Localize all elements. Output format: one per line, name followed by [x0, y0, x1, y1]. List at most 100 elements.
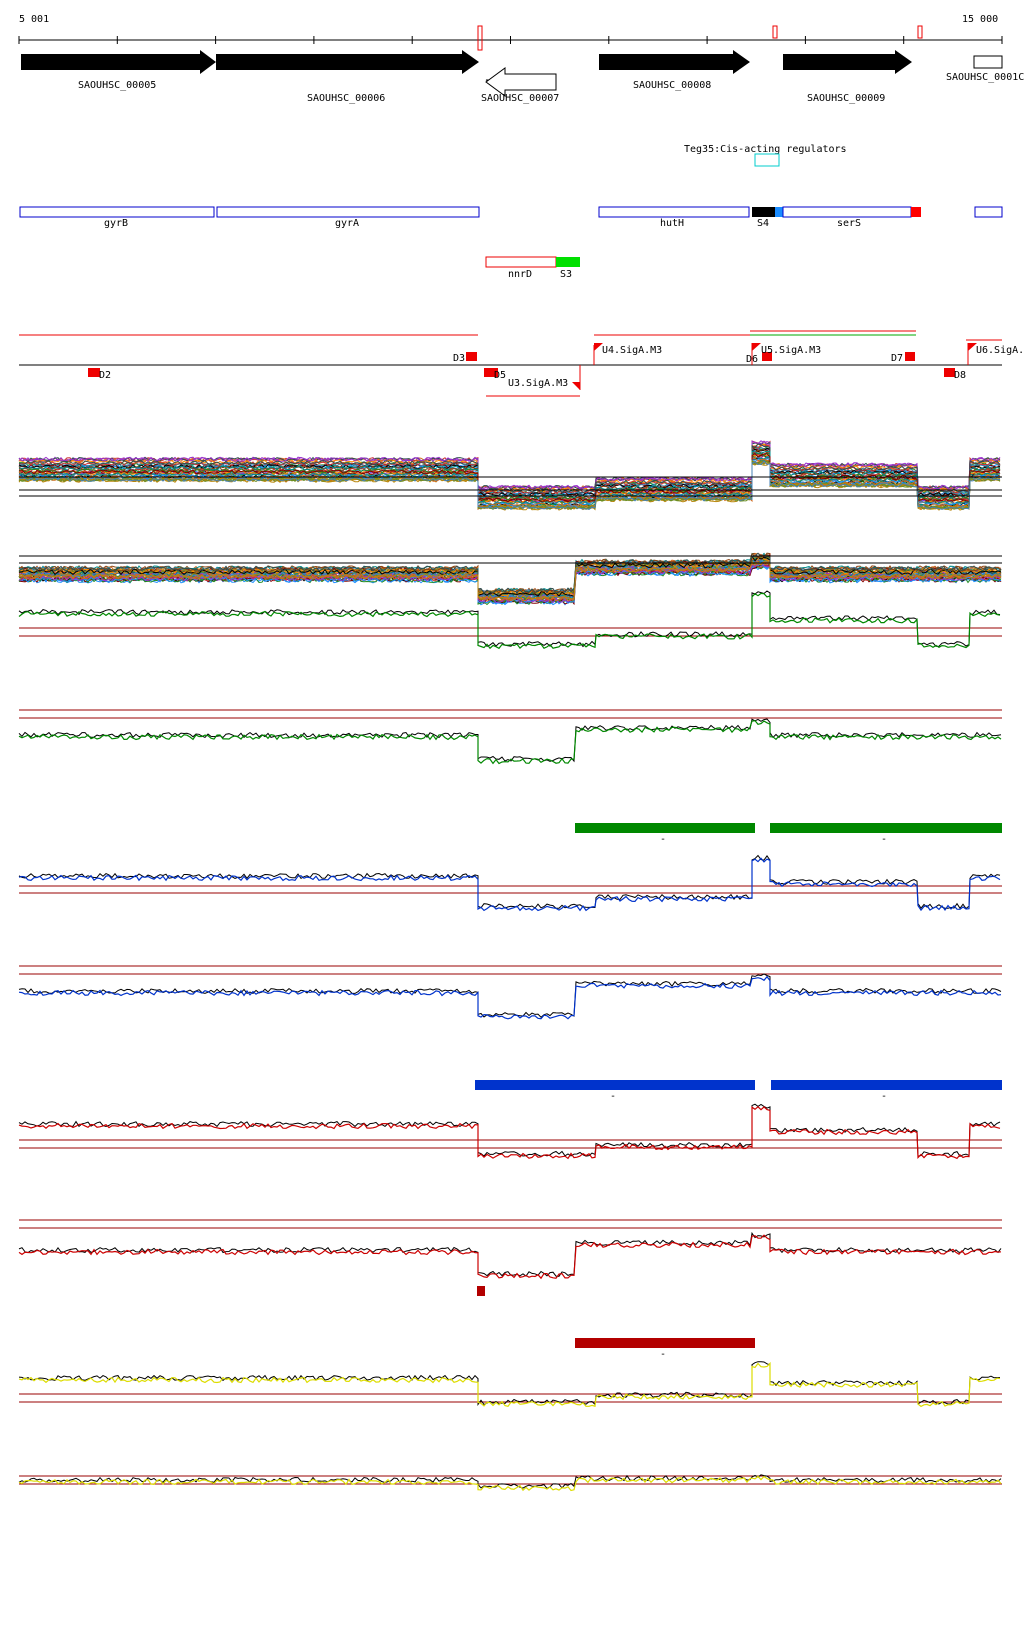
segment-label: D7: [891, 353, 903, 364]
expression-line: [18, 555, 1002, 597]
segment-label: D5: [494, 370, 506, 381]
segment-down[interactable]: D2: [88, 368, 111, 381]
track-line: [18, 1474, 1002, 1490]
diff-bar-green[interactable]: - -: [575, 823, 1002, 845]
gene-label: serS: [837, 218, 861, 229]
gene-box[interactable]: serS: [782, 206, 921, 229]
cds-label: SAOUHSC_00005: [78, 80, 156, 91]
diff-bar-red[interactable]: -: [477, 1286, 755, 1360]
diff-bar-mark: -: [881, 1091, 887, 1102]
segment-down[interactable]: D3: [453, 352, 477, 364]
track-line: [18, 1361, 1001, 1406]
track-red-plus: [18, 1103, 1002, 1160]
segment-up[interactable]: U4.SigA.M3: [593, 343, 662, 365]
track-line: [18, 718, 1002, 763]
expression-line: [18, 460, 1001, 510]
cds-arrow[interactable]: SAOUHSC_00009: [783, 50, 912, 104]
gene-label: S4: [757, 218, 769, 229]
cds-label: SAOUHSC_00008: [633, 80, 711, 91]
regulator-label: Teg35:Cis-acting regulators: [684, 144, 847, 155]
expression-line: [18, 552, 1002, 594]
expression-line: [18, 559, 1002, 602]
cds-label: SAOUHSC_00006: [307, 93, 385, 104]
gene-track: gyrB gyrA hutH S4 serS nnrD S3: [19, 206, 1003, 280]
expression-line: [18, 452, 1001, 503]
ruler-marker: [477, 25, 483, 51]
gene-box[interactable]: [974, 206, 1003, 218]
track-line: [18, 973, 1002, 1018]
ruler: 5 001 15 000: [18, 14, 1003, 51]
gene-box[interactable]: gyrB: [19, 206, 215, 229]
cds-arrow[interactable]: SAOUHSC_00007: [481, 67, 559, 104]
ruler-marker: [772, 25, 778, 39]
expression-line: [18, 457, 1001, 508]
segment-label: U3.SigA.M3: [508, 378, 568, 389]
segment-up[interactable]: U5.SigA.M3: [751, 343, 821, 365]
expression-line: [18, 443, 1001, 494]
diff-bar-mark: -: [660, 1349, 666, 1360]
cds-track: SAOUHSC_00005 SAOUHSC_00006 SAOUHSC_0000…: [21, 50, 1024, 104]
gene-box[interactable]: hutH: [598, 206, 750, 229]
segment-down[interactable]: D5: [484, 368, 506, 381]
track-yellow-minus: [18, 1474, 1002, 1492]
cds-arrow[interactable]: SAOUHSC_00005: [21, 50, 216, 91]
cds-label: SAOUHSC_00009: [807, 93, 885, 104]
cds-label: SAOUHSC_00007: [481, 93, 559, 104]
regulator-box: [754, 153, 780, 167]
diff-bar-mark: -: [881, 834, 887, 845]
track-blue-plus: [18, 854, 1002, 912]
regulator-annotation[interactable]: Teg35:Cis-acting regulators: [684, 144, 847, 167]
track-line: [18, 592, 1001, 650]
diff-bar-mark: -: [660, 834, 666, 845]
track-red-minus: [18, 1219, 1002, 1280]
diff-bar-blue[interactable]: - -: [475, 1080, 1002, 1102]
track-line: [18, 1361, 1001, 1408]
diff-bar-mark: -: [610, 1091, 616, 1102]
expression-line: [18, 459, 1001, 511]
gene-label: gyrA: [335, 218, 359, 229]
gene-label: gyrB: [104, 218, 128, 229]
track-green-minus: [18, 709, 1002, 765]
expression-line: [18, 440, 1001, 491]
expression-bundle-plus: [18, 440, 1002, 511]
track-line: [18, 1475, 1002, 1492]
track-yellow-plus: [18, 1361, 1002, 1408]
segment-up[interactable]: U3.SigA.M3: [508, 365, 581, 390]
segment-up[interactable]: U6.SigA.: [967, 343, 1024, 365]
segment-label: D2: [99, 370, 111, 381]
expression-bundle-minus: [18, 552, 1002, 606]
segment-label: D8: [954, 370, 966, 381]
track-line: [18, 975, 1002, 1020]
ruler-start-label: 5 001: [19, 14, 49, 25]
track-blue-minus: [18, 965, 1002, 1020]
segment-label: U6.SigA.: [976, 345, 1024, 356]
expression-line: [18, 563, 1002, 605]
ruler-ticks: [18, 36, 1003, 44]
gene-box-ncrna[interactable]: S4: [752, 207, 783, 229]
track-line: [18, 1234, 1002, 1280]
gene-box[interactable]: gyrA: [216, 206, 480, 229]
expression-line: [19, 455, 1001, 506]
segment-down[interactable]: D8: [944, 368, 966, 381]
gene-label: S3: [560, 269, 572, 280]
track-line: [18, 1231, 1002, 1277]
track-line: [18, 857, 1001, 912]
ruler-marker: [917, 25, 923, 39]
segment-label: U5.SigA.M3: [761, 345, 821, 356]
segment-down[interactable]: D7: [891, 352, 915, 364]
track-line: [18, 854, 1001, 910]
cds-arrow[interactable]: SAOUHSC_0001C: [946, 55, 1024, 83]
expression-line: [18, 443, 1001, 493]
track-line: [18, 1103, 1001, 1157]
cds-arrow[interactable]: SAOUHSC_00006: [216, 50, 479, 104]
ruler-end-label: 15 000: [962, 14, 998, 25]
segment-track: D2 D3 D5 D6 D7 D8 U3.SigA.M3: [19, 330, 1024, 397]
gene-label: nnrD: [508, 269, 532, 280]
track-line: [18, 719, 1002, 765]
segment-label: D3: [453, 353, 465, 364]
cds-arrow[interactable]: SAOUHSC_00008: [599, 50, 750, 91]
track-line: [18, 1105, 1001, 1160]
gene-box[interactable]: nnrD S3: [485, 256, 580, 280]
segment-label: U4.SigA.M3: [602, 345, 662, 356]
